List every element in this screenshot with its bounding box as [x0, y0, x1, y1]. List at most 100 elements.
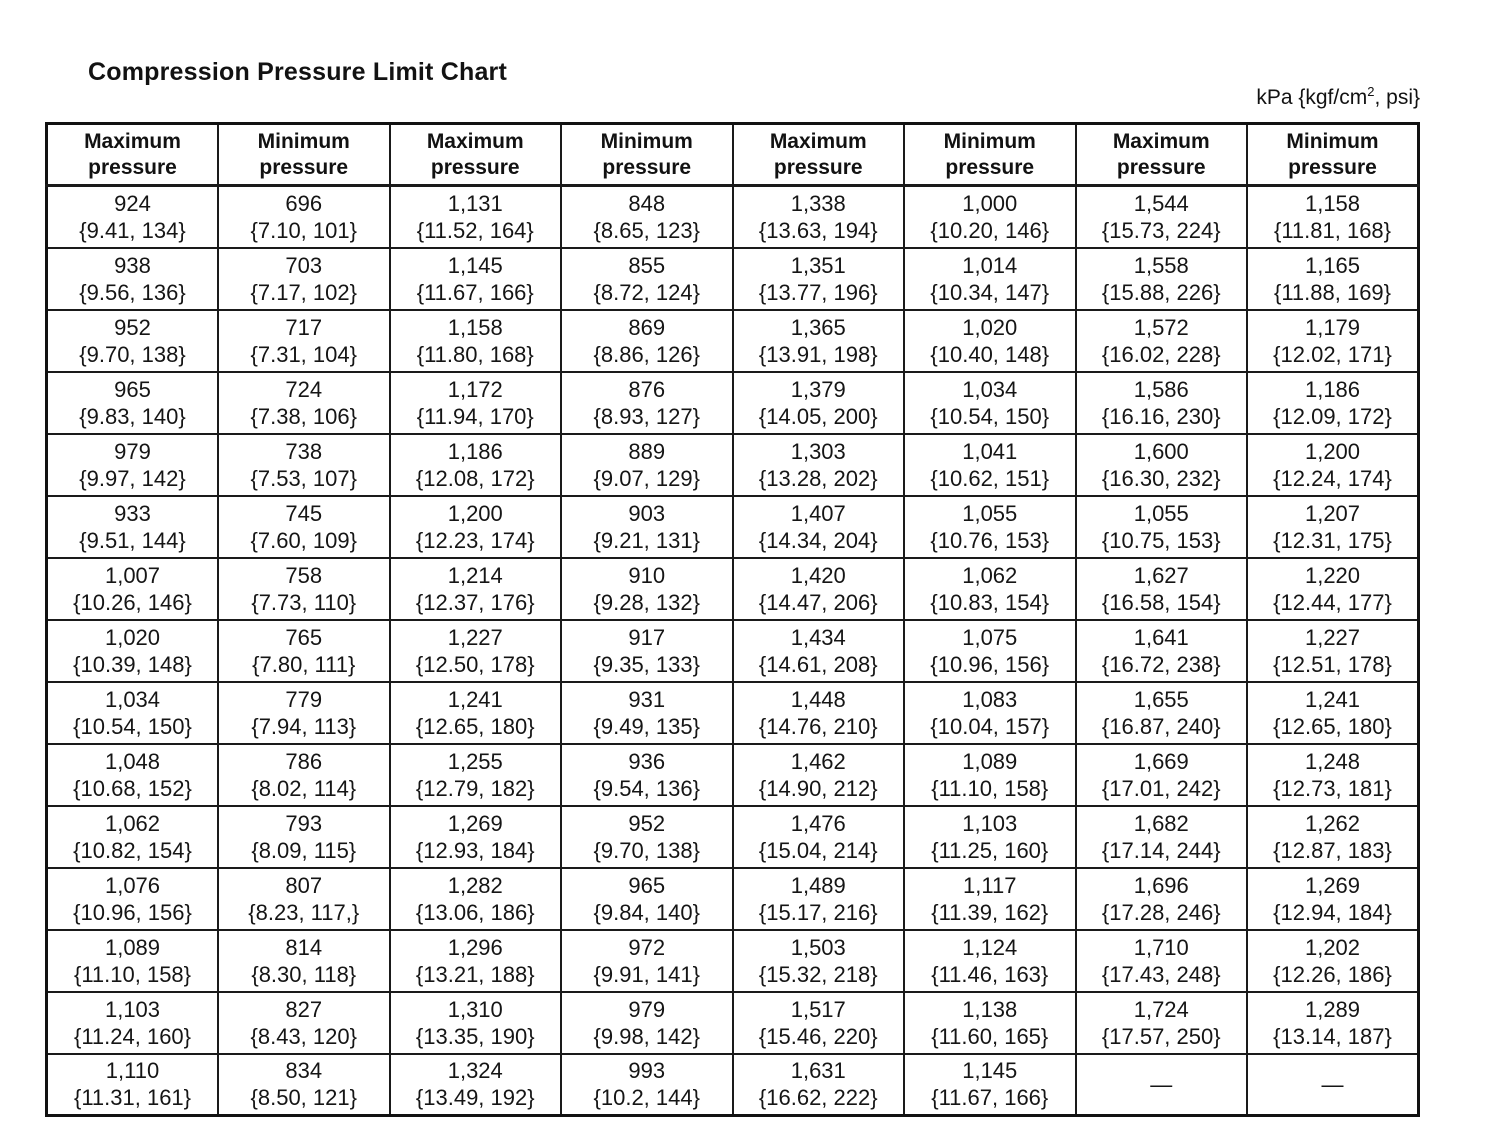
pressure-cell: 1,007 {10.26, 146} — [45, 556, 219, 621]
pressure-cell: 1,089 {11.10, 158} — [45, 928, 219, 993]
table-row: 1,103 {11.24, 160} 827 {8.43, 120} 1,310 {13.… — [45, 990, 1420, 1055]
pressure-cell: 1,186 {12.09, 172} — [1246, 370, 1420, 435]
pressure-cell: 1,696 {17.28, 246} — [1074, 866, 1248, 931]
pressure-cell: 1,407 {14.34, 204} — [731, 494, 905, 559]
pressure-cell: 1,110 {11.31, 161} — [45, 1052, 219, 1117]
pressure-cell: 1,262 {12.87, 183} — [1246, 804, 1420, 869]
column-header-maximum-pressure: Maximum pressure — [388, 122, 562, 187]
pressure-cell: 993 {10.2, 144} — [560, 1052, 734, 1117]
pressure-cell: 703 {7.17, 102} — [217, 246, 391, 311]
pressure-cell: 1,227 {12.51, 178} — [1246, 618, 1420, 683]
pressure-cell: 1,014 {10.34, 147} — [903, 246, 1077, 311]
pressure-cell: 1,241 {12.65, 180} — [1246, 680, 1420, 745]
header-row: Maximum pressure Minimum pressure Maximum pre… — [45, 122, 1420, 187]
pressure-cell: 1,379 {14.05, 200} — [731, 370, 905, 435]
pressure-cell: 972 {9.91, 141} — [560, 928, 734, 993]
pressure-cell: 834 {8.50, 121} — [217, 1052, 391, 1117]
pressure-cell: 765 {7.80, 111} — [217, 618, 391, 683]
pressure-cell: 848 {8.65, 123} — [560, 184, 734, 249]
column-header-maximum-pressure: Maximum pressure — [1074, 122, 1248, 187]
pressure-cell: 1,255 {12.79, 182} — [388, 742, 562, 807]
pressure-cell: 903 {9.21, 131} — [560, 494, 734, 559]
pressure-cell: 1,269 {12.94, 184} — [1246, 866, 1420, 931]
table-row: 1,020 {10.39, 148} 765 {7.80, 111} 1,227 {12.… — [45, 618, 1420, 683]
pressure-cell: 1,517 {15.46, 220} — [731, 990, 905, 1055]
table-row: 965 {9.83, 140} 724 {7.38, 106} 1,172 {11.94,… — [45, 370, 1420, 435]
table-row: 1,076 {10.96, 156} 807 {8.23, 117,} 1,282 {13… — [45, 866, 1420, 931]
pressure-cell: 1,324 {13.49, 192} — [388, 1052, 562, 1117]
pressure-cell: 933 {9.51, 144} — [45, 494, 219, 559]
pressure-cell: 1,351 {13.77, 196} — [731, 246, 905, 311]
table-row: 933 {9.51, 144} 745 {7.60, 109} 1,200 {12.23,… — [45, 494, 1420, 559]
column-header-minimum-pressure: Minimum pressure — [217, 122, 391, 187]
pressure-cell: 1,682 {17.14, 244} — [1074, 804, 1248, 869]
pressure-cell: 793 {8.09, 115} — [217, 804, 391, 869]
pressure-cell: 717 {7.31, 104} — [217, 308, 391, 373]
units-prefix: kPa {kgf/cm — [1256, 86, 1368, 109]
pressure-cell: 931 {9.49, 135} — [560, 680, 734, 745]
pressure-cell: — — [1246, 1052, 1420, 1117]
pressure-cell: 1,158 {11.80, 168} — [388, 308, 562, 373]
pressure-cell: 1,055 {10.75, 153} — [1074, 494, 1248, 559]
compression-pressure-table: Maximum pressure Minimum pressure Maximum pre… — [45, 122, 1420, 1117]
pressure-cell: 1,089 {11.10, 158} — [903, 742, 1077, 807]
pressure-cell: 1,631 {16.62, 222} — [731, 1052, 905, 1117]
pressure-cell: 827 {8.43, 120} — [217, 990, 391, 1055]
pressure-cell: 1,269 {12.93, 184} — [388, 804, 562, 869]
units-suffix: , psi} — [1374, 86, 1420, 109]
pressure-cell: 1,145 {11.67, 166} — [903, 1052, 1077, 1117]
pressure-cell: 1,724 {17.57, 250} — [1074, 990, 1248, 1055]
pressure-cell: 855 {8.72, 124} — [560, 246, 734, 311]
pressure-cell: 924 {9.41, 134} — [45, 184, 219, 249]
table-row: 1,034 {10.54, 150} 779 {7.94, 113} 1,241 {12.… — [45, 680, 1420, 745]
pressure-cell: 1,062 {10.82, 154} — [45, 804, 219, 869]
pressure-cell: 1,710 {17.43, 248} — [1074, 928, 1248, 993]
table-row: 1,062 {10.82, 154} 793 {8.09, 115} 1,269 {12.… — [45, 804, 1420, 869]
pressure-cell: 1,448 {14.76, 210} — [731, 680, 905, 745]
table-row: 1,048 {10.68, 152} 786 {8.02, 114} 1,255 {12.… — [45, 742, 1420, 807]
pressure-cell: 1,214 {12.37, 176} — [388, 556, 562, 621]
table-row: 952 {9.70, 138} 717 {7.31, 104} 1,158 {11.80,… — [45, 308, 1420, 373]
pressure-cell: 1,131 {11.52, 164} — [388, 184, 562, 249]
pressure-cell: 807 {8.23, 117,} — [217, 866, 391, 931]
pressure-cell: 1,124 {11.46, 163} — [903, 928, 1077, 993]
column-header-minimum-pressure: Minimum pressure — [560, 122, 734, 187]
column-header-minimum-pressure: Minimum pressure — [1246, 122, 1420, 187]
pressure-cell: 1,641 {16.72, 238} — [1074, 618, 1248, 683]
pressure-cell: 965 {9.84, 140} — [560, 866, 734, 931]
pressure-cell: 1,138 {11.60, 165} — [903, 990, 1077, 1055]
units-superscript: 2 — [1367, 84, 1375, 99]
pressure-cell: 1,558 {15.88, 226} — [1074, 246, 1248, 311]
table-row: 1,110 {11.31, 161} 834 {8.50, 121} 1,324 {13.… — [45, 1052, 1420, 1117]
pressure-cell: 1,083 {10.04, 157} — [903, 680, 1077, 745]
table-row: 938 {9.56, 136} 703 {7.17, 102} 1,145 {11.67,… — [45, 246, 1420, 311]
pressure-cell: 1,544 {15.73, 224} — [1074, 184, 1248, 249]
pressure-cell: 1,034 {10.54, 150} — [45, 680, 219, 745]
pressure-cell: 1,476 {15.04, 214} — [731, 804, 905, 869]
pressure-cell: 1,075 {10.96, 156} — [903, 618, 1077, 683]
pressure-cell: 1,655 {16.87, 240} — [1074, 680, 1248, 745]
pressure-cell: 1,586 {16.16, 230} — [1074, 370, 1248, 435]
pressure-cell: 1,200 {12.23, 174} — [388, 494, 562, 559]
pressure-cell: 889 {9.07, 129} — [560, 432, 734, 497]
pressure-cell: 1,627 {16.58, 154} — [1074, 556, 1248, 621]
table-row: 979 {9.97, 142} 738 {7.53, 107} 1,186 {12.08,… — [45, 432, 1420, 497]
pressure-cell: 1,158 {11.81, 168} — [1246, 184, 1420, 249]
table-body: 924 {9.41, 134} 696 {7.10, 101} 1,131 {11.52,… — [45, 184, 1420, 1117]
pressure-cell: 1,434 {14.61, 208} — [731, 618, 905, 683]
pressure-cell: 1,186 {12.08, 172} — [388, 432, 562, 497]
pressure-cell: 1,117 {11.39, 162} — [903, 866, 1077, 931]
pressure-cell: 1,172 {11.94, 170} — [388, 370, 562, 435]
pressure-cell: 1,020 {10.39, 148} — [45, 618, 219, 683]
pressure-cell: 1,296 {13.21, 188} — [388, 928, 562, 993]
pressure-cell: 1,020 {10.40, 148} — [903, 308, 1077, 373]
pressure-cell: 1,220 {12.44, 177} — [1246, 556, 1420, 621]
pressure-cell: 1,365 {13.91, 198} — [731, 308, 905, 373]
pressure-cell: — — [1074, 1052, 1248, 1117]
pressure-cell: 1,055 {10.76, 153} — [903, 494, 1077, 559]
pressure-cell: 1,462 {14.90, 212} — [731, 742, 905, 807]
pressure-cell: 979 {9.98, 142} — [560, 990, 734, 1055]
pressure-cell: 1,062 {10.83, 154} — [903, 556, 1077, 621]
pressure-cell: 1,145 {11.67, 166} — [388, 246, 562, 311]
pressure-cell: 786 {8.02, 114} — [217, 742, 391, 807]
